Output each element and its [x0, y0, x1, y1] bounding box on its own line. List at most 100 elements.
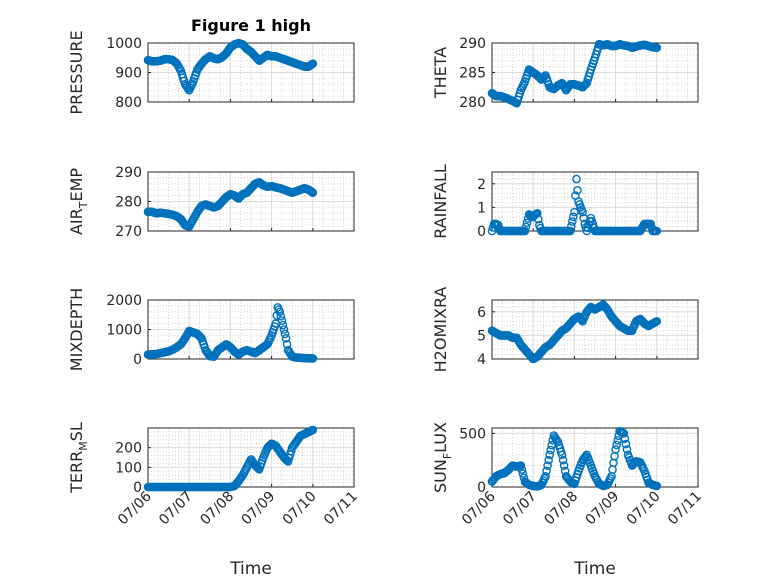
- axes-box: [491, 427, 699, 488]
- data-point: [278, 320, 288, 330]
- data-point: [275, 307, 285, 317]
- data-point: [534, 214, 543, 224]
- y-tick-label: 280: [115, 195, 142, 211]
- subplot-6: 4 5 6 H2OMIXRA: [431, 287, 699, 373]
- data-point: [621, 439, 631, 449]
- data-point: [622, 445, 632, 454]
- y-tick-label: 1: [477, 200, 486, 216]
- data-point: [581, 79, 591, 89]
- y-axis-label-subscript: T: [77, 201, 90, 209]
- y-tick-label: 0: [477, 480, 486, 496]
- data-point: [620, 434, 630, 444]
- data-point: [565, 226, 575, 236]
- y-axis-label-tail: LUX: [431, 422, 450, 453]
- subplot-2: 280 285 290 THETA: [431, 36, 699, 111]
- data-point: [652, 226, 662, 236]
- data-point: [557, 450, 567, 460]
- y-tick-label: 0: [477, 224, 486, 240]
- data-point: [570, 207, 579, 217]
- data-point: [308, 59, 318, 68]
- y-tick-label: 290: [115, 165, 142, 181]
- data-point: [612, 440, 621, 450]
- data-point: [522, 218, 532, 228]
- data-point: [518, 469, 528, 478]
- data-point: [573, 185, 582, 195]
- y-axis-label-main: AIR: [67, 208, 86, 235]
- y-tick-label: 800: [115, 95, 142, 111]
- data-point: [543, 461, 552, 470]
- y-axis-label: THETA: [431, 47, 450, 99]
- y-tick-label: 280: [459, 95, 486, 111]
- data-point: [552, 436, 562, 445]
- y-axis-label: TERRMSL: [67, 422, 90, 494]
- data-point: [282, 339, 292, 349]
- data-point: [521, 222, 531, 232]
- y-tick-label: 0: [133, 480, 142, 496]
- data-point: [576, 314, 585, 324]
- data-point: [569, 212, 578, 222]
- data-point: [541, 471, 550, 481]
- y-tick-label: 270: [115, 224, 142, 240]
- data-point: [652, 481, 662, 491]
- y-tick-label: 100: [115, 460, 142, 476]
- y-tick-label: 1000: [106, 323, 142, 339]
- data-point: [520, 226, 530, 236]
- y-tick-label: 0: [133, 352, 142, 368]
- data-point: [559, 461, 569, 470]
- y-tick-label: 200: [115, 441, 142, 457]
- axes-box: [147, 427, 355, 488]
- y-tick-label: 285: [459, 66, 486, 82]
- y-tick-label: 6: [477, 305, 486, 321]
- y-axis-label: H2OMIXRA: [431, 287, 450, 373]
- data-point: [558, 455, 568, 465]
- y-axis-label-main: SUN: [431, 459, 450, 493]
- y-axis-label: RAINFALL: [431, 164, 450, 239]
- subplot-5: 0 1000 2000 MIXDEPTH: [67, 288, 355, 371]
- y-axis-label-subscript: M: [77, 441, 90, 451]
- y-tick-label: 2000: [106, 293, 142, 309]
- y-axis-label: SUNFLUX: [431, 422, 454, 493]
- data-point: [572, 174, 581, 184]
- y-tick-label: 1000: [106, 36, 142, 52]
- data-point: [619, 429, 629, 438]
- x-axis-label-left: Time: [229, 559, 272, 579]
- y-axis-label-tail: SL: [67, 422, 86, 441]
- y-tick-label: 4: [477, 352, 486, 368]
- subplot-4: 0 1 2 RAINFALL: [431, 164, 699, 240]
- data-point: [308, 354, 318, 363]
- y-axis-label: PRESSURE: [67, 30, 86, 114]
- y-axis-label-main: TERR: [67, 451, 86, 494]
- y-tick-label: 500: [459, 426, 486, 442]
- y-tick-label: 2: [477, 177, 486, 193]
- y-tick-label: 290: [459, 36, 486, 52]
- data-point: [568, 217, 577, 226]
- data-point: [545, 450, 554, 460]
- subplot-3: 270 280 290 AIRTEMP: [67, 165, 355, 240]
- data-point: [279, 325, 289, 334]
- data-point: [308, 425, 318, 435]
- data-point: [196, 332, 205, 342]
- subplot-1: 800 900 1000 PRESSURE: [67, 30, 355, 115]
- data-point: [546, 445, 556, 455]
- y-tick-label: 900: [115, 66, 142, 82]
- y-axis-label-subscript: F: [441, 453, 454, 459]
- data-point: [567, 221, 576, 231]
- data-point: [280, 329, 290, 339]
- y-axis-label-tail: EMP: [67, 168, 86, 202]
- data-point: [652, 316, 662, 326]
- data-point: [542, 466, 551, 476]
- data-point: [277, 316, 287, 325]
- data-point: [533, 208, 542, 218]
- data-point: [578, 207, 587, 217]
- figure-title: Figure 1 high: [191, 16, 311, 35]
- y-axis-label: MIXDEPTH: [67, 288, 86, 371]
- data-point: [308, 188, 318, 197]
- data-point: [517, 465, 527, 474]
- data-point: [276, 311, 286, 321]
- data-point: [281, 334, 291, 343]
- x-axis-label-right: Time: [573, 559, 616, 579]
